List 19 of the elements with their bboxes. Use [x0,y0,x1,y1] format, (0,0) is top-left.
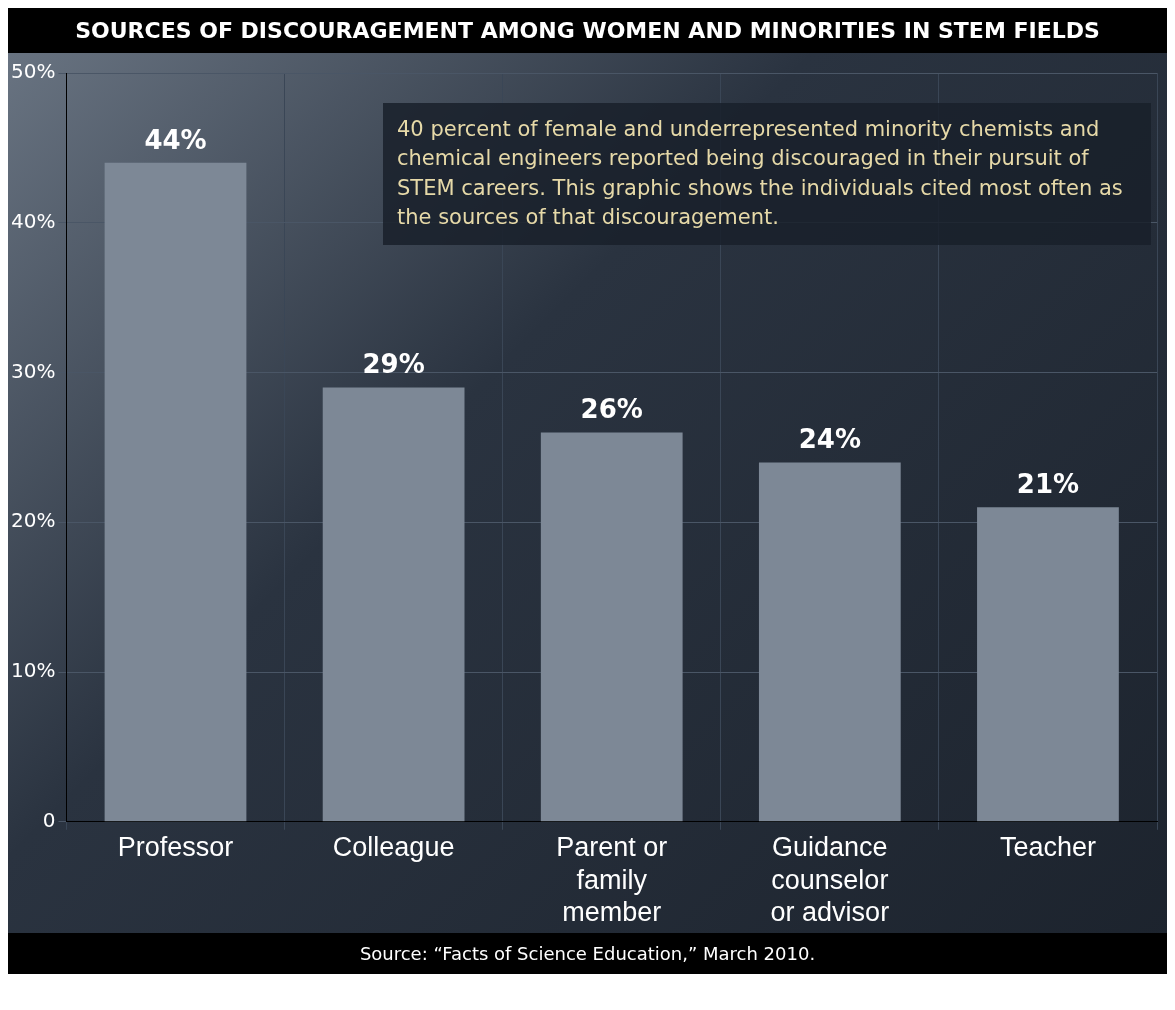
y-tick-label: 40% [11,208,56,233]
y-tick-label: 0 [42,808,56,832]
data-label: 21% [1016,469,1080,500]
x-tick-label: Teacher [999,832,1096,863]
data-label: 29% [362,349,425,380]
y-tick-label: 50% [11,59,56,84]
data-label: 24% [798,424,861,455]
x-tick-label: Guidance counselor or advisor [770,832,890,928]
y-tick-label: 10% [11,658,56,683]
y-tick-label: 30% [11,358,56,383]
source-note: Source: “Facts of Science Education,” March 2010. [8,933,1167,974]
y-tick-label: 20% [11,508,56,533]
data-label: 26% [580,394,643,425]
x-tick-label: Professor [117,832,234,863]
annotation: 40 percent of female and underrepresented minority chemists and chemical engineers reported being discouraged in their pursuit of STEM careers. This graphic shows the individuals cited most often as the sources of that discouragement. [383,103,1151,245]
chart-title: SOURCES OF DISCOURAGEMENT AMONG WOMEN AND MINORITIES IN STEM FIELDS [8,8,1167,53]
data-label: 44% [144,124,207,155]
x-tick-label: Parent or family member [556,832,668,928]
x-tick-label: Colleague [332,832,455,863]
